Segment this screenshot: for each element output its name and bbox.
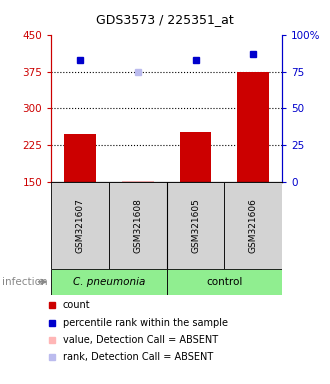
Bar [167, 182, 224, 269]
Text: count: count [63, 300, 90, 311]
Bar [51, 182, 109, 269]
Text: control: control [206, 277, 243, 287]
Bar [51, 269, 167, 295]
Text: value, Detection Call = ABSENT: value, Detection Call = ABSENT [63, 335, 218, 345]
Text: GDS3573 / 225351_at: GDS3573 / 225351_at [96, 13, 234, 26]
Bar [122, 181, 154, 182]
Bar [167, 269, 282, 295]
Bar [224, 182, 282, 269]
Text: infection: infection [2, 277, 47, 287]
Bar [64, 134, 96, 182]
Text: GSM321608: GSM321608 [133, 198, 142, 253]
Bar [109, 182, 167, 269]
Bar [180, 132, 212, 182]
Text: GSM321606: GSM321606 [249, 198, 258, 253]
Text: GSM321605: GSM321605 [191, 198, 200, 253]
Text: GSM321607: GSM321607 [76, 198, 84, 253]
Text: percentile rank within the sample: percentile rank within the sample [63, 318, 228, 328]
Text: C. pneumonia: C. pneumonia [73, 277, 145, 287]
Bar [237, 71, 269, 182]
Text: rank, Detection Call = ABSENT: rank, Detection Call = ABSENT [63, 352, 213, 362]
